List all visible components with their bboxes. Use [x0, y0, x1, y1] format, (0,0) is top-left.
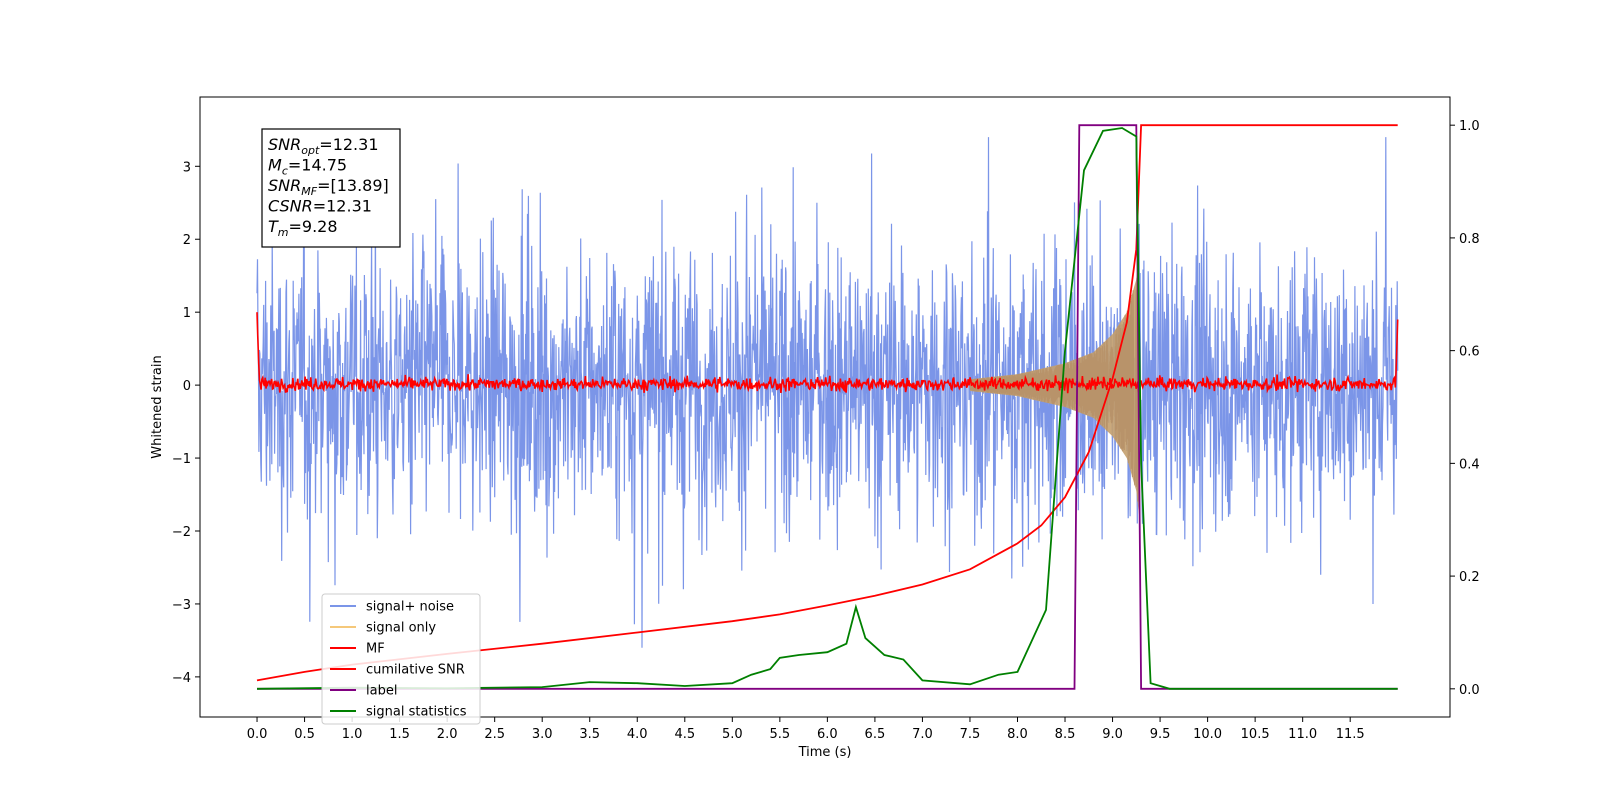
- y2-tick-label: 0.6: [1459, 345, 1480, 360]
- y-axis-label: Whitened strain: [150, 355, 165, 458]
- y2-tick-label: 0.0: [1459, 683, 1480, 698]
- plot-area: [256, 124, 1399, 690]
- x-tick-label: 9.0: [1102, 727, 1123, 742]
- x-tick-label: 6.5: [865, 727, 886, 742]
- x-tick-label: 3.0: [532, 727, 553, 742]
- x-tick-label: 2.0: [437, 727, 458, 742]
- x-tick-label: 8.0: [1007, 727, 1028, 742]
- y2-tick-label: 1.0: [1459, 119, 1480, 134]
- y2-tick-label: 0.8: [1459, 232, 1480, 247]
- info-box-line: CSNR=12.31: [268, 197, 372, 216]
- info-box-line: Tm=9.28: [268, 217, 338, 239]
- legend-label: cumilative SNR: [366, 663, 465, 678]
- info-box-line: SNRMF=[13.89]: [268, 176, 389, 198]
- legend-label: MF: [366, 642, 385, 657]
- legend-frame: [321, 593, 481, 725]
- legend-label: label: [366, 684, 397, 699]
- x-tick-label: 11.0: [1288, 727, 1317, 742]
- info-box-frame: [261, 128, 401, 248]
- y-tick-label: −3: [172, 598, 191, 613]
- y-tick-label: 1: [183, 306, 191, 321]
- legend-label: signal only: [366, 621, 436, 636]
- x-tick-label: 9.5: [1150, 727, 1171, 742]
- y2-tick-label: 0.2: [1459, 570, 1480, 585]
- x-tick-label: 6.0: [817, 727, 838, 742]
- x-axis-label: Time (s): [798, 745, 852, 760]
- plot-frame: [199, 96, 1451, 718]
- x-tick-label: 5.5: [770, 727, 791, 742]
- y2-tick-label: 0.4: [1459, 457, 1480, 472]
- x-tick-label: 10.5: [1241, 727, 1270, 742]
- legend: signal+ noise signal only MF cumilative SNR…: [321, 593, 481, 725]
- y-tick-label: −1: [172, 452, 191, 467]
- x-tick-label: 1.5: [389, 727, 410, 742]
- info-box-line: Mc=14.75: [268, 156, 347, 178]
- y-tick-label: 3: [183, 160, 191, 175]
- y-axis-right: 1.0 0.8 0.6 0.4 0.2 0.0: [1450, 119, 1480, 698]
- x-axis: 0.0 0.5 1.0 1.5 2.0 2.5 3.0 3.5 4.0 4.5 5.0 5.5 6.0 6…: [247, 717, 1365, 742]
- legend-label: signal+ noise: [366, 600, 454, 615]
- x-tick-label: 11.5: [1336, 727, 1365, 742]
- x-tick-label: 8.5: [1055, 727, 1076, 742]
- info-box-line: SNRopt=12.31: [268, 135, 379, 157]
- info-box: SNRopt=12.31Mc=14.75SNRMF=[13.89]CSNR=12…: [261, 128, 401, 248]
- x-tick-label: 10.0: [1193, 727, 1222, 742]
- legend-label: signal statistics: [366, 705, 467, 720]
- series-mf-line: [256, 312, 1399, 394]
- y-axis-left: 3 2 1 0 −1 −2 −3 −4: [172, 160, 200, 686]
- x-tick-label: 7.5: [960, 727, 981, 742]
- x-tick-label: 3.5: [579, 727, 600, 742]
- x-tick-label: 0.0: [247, 727, 268, 742]
- x-tick-label: 0.5: [294, 727, 315, 742]
- series-signal-statistics-line: [256, 127, 1398, 690]
- x-tick-label: 2.5: [484, 727, 505, 742]
- y-tick-label: −2: [172, 525, 191, 540]
- x-tick-label: 7.0: [912, 727, 933, 742]
- y-tick-label: 2: [183, 233, 191, 248]
- x-tick-label: 4.5: [674, 727, 695, 742]
- x-tick-label: 1.0: [342, 727, 363, 742]
- series-signal-noise-line: [256, 137, 1399, 648]
- y-tick-label: −4: [172, 671, 191, 686]
- x-tick-label: 4.0: [627, 727, 648, 742]
- y-tick-label: 0: [183, 379, 191, 394]
- x-tick-label: 5.0: [722, 727, 743, 742]
